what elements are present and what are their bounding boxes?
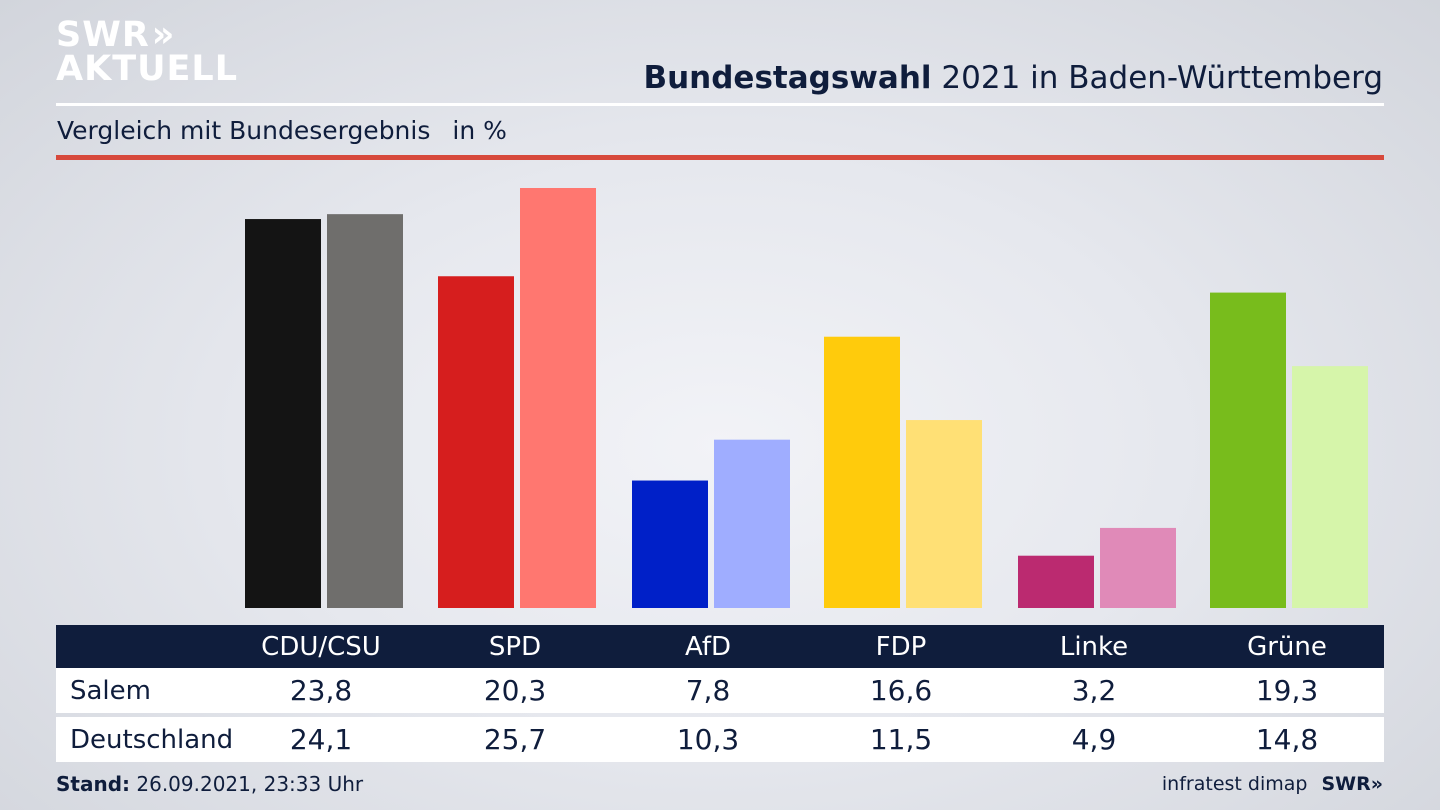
- logo-swr-text: SWR: [56, 15, 150, 55]
- swr-aktuell-logo: SWR» AKTUELL: [56, 14, 239, 89]
- title-divider: [56, 103, 1384, 106]
- bar-afd-salem: [632, 480, 708, 608]
- logo-line-aktuell: AKTUELL: [56, 49, 239, 89]
- subtitle-text: Vergleich mit Bundesergebnis: [57, 116, 431, 145]
- bar-cducsu-salem: [245, 219, 321, 608]
- logo-arrows-icon: »: [151, 14, 176, 57]
- row-label: Salem: [70, 675, 151, 706]
- bar-spd-deutschland: [520, 188, 596, 608]
- column-header: AfD: [684, 631, 732, 662]
- stand-label: Stand:: [56, 772, 131, 796]
- subtitle-divider: [56, 155, 1384, 160]
- column-header: Linke: [1059, 631, 1129, 662]
- table-cell: 23,8: [289, 674, 353, 707]
- column-header: Grüne: [1247, 631, 1327, 662]
- page-title: Bundestagswahl 2021 in Baden-Württemberg: [643, 60, 1383, 96]
- table-cell: 7,8: [685, 674, 731, 707]
- table-cell: 16,6: [869, 674, 933, 707]
- timestamp: Stand: 26.09.2021, 23:33 Uhr: [56, 772, 363, 796]
- source-text: infratest dimap: [1161, 773, 1308, 795]
- table-cell: 25,7: [483, 723, 547, 756]
- bar-fdp-deutschland: [906, 420, 982, 608]
- table-cell: 10,3: [676, 723, 740, 756]
- bar-fdp-salem: [824, 336, 900, 608]
- table-cell: 4,9: [1071, 723, 1117, 756]
- table-cell: 19,3: [1255, 674, 1319, 707]
- stand-value: 26.09.2021, 23:33 Uhr: [130, 772, 364, 796]
- table-cell: 11,5: [869, 723, 933, 756]
- bar-grüne-salem: [1210, 292, 1286, 608]
- table-row-deutschland: Deutschland 24,1 25,7 10,3 11,5 4,9 14,8: [56, 717, 1384, 762]
- title-bold: Bundestagswahl: [643, 60, 932, 96]
- bar-cducsu-deutschland: [327, 214, 403, 608]
- table-cell: 14,8: [1255, 723, 1319, 756]
- source-credit: infratest dimap SWR»: [1162, 773, 1383, 795]
- bar-spd-salem: [438, 276, 514, 608]
- results-table: CDU/CSU SPD AfD FDP Linke Grüne Salem 23,8 20,…: [56, 625, 1384, 762]
- table-cell: 20,3: [483, 674, 547, 707]
- row-label: Deutschland: [70, 724, 234, 755]
- column-header: FDP: [875, 631, 927, 662]
- table-row-salem: Salem 23,8 20,3 7,8 16,6 3,2 19,3: [56, 668, 1384, 713]
- bar-grüne-deutschland: [1292, 366, 1368, 608]
- table-cell: 24,1: [289, 723, 353, 756]
- column-header: SPD: [488, 631, 542, 662]
- subtitle-unit: in %: [452, 116, 507, 145]
- logo-line-swr: SWR»: [56, 14, 238, 57]
- chart-subtitle: Vergleich mit Bundesergebnis in %: [57, 116, 507, 145]
- bar-linke-deutschland: [1100, 527, 1176, 608]
- title-rest: 2021 in Baden-Württemberg: [931, 60, 1383, 96]
- bar-linke-salem: [1018, 555, 1094, 608]
- swr-small-logo: SWR»: [1321, 773, 1383, 795]
- bar-afd-deutschland: [714, 439, 790, 608]
- column-header: CDU/CSU: [261, 631, 381, 662]
- table-cell: 3,2: [1071, 674, 1117, 707]
- table-header-row: CDU/CSU SPD AfD FDP Linke Grüne: [56, 625, 1384, 668]
